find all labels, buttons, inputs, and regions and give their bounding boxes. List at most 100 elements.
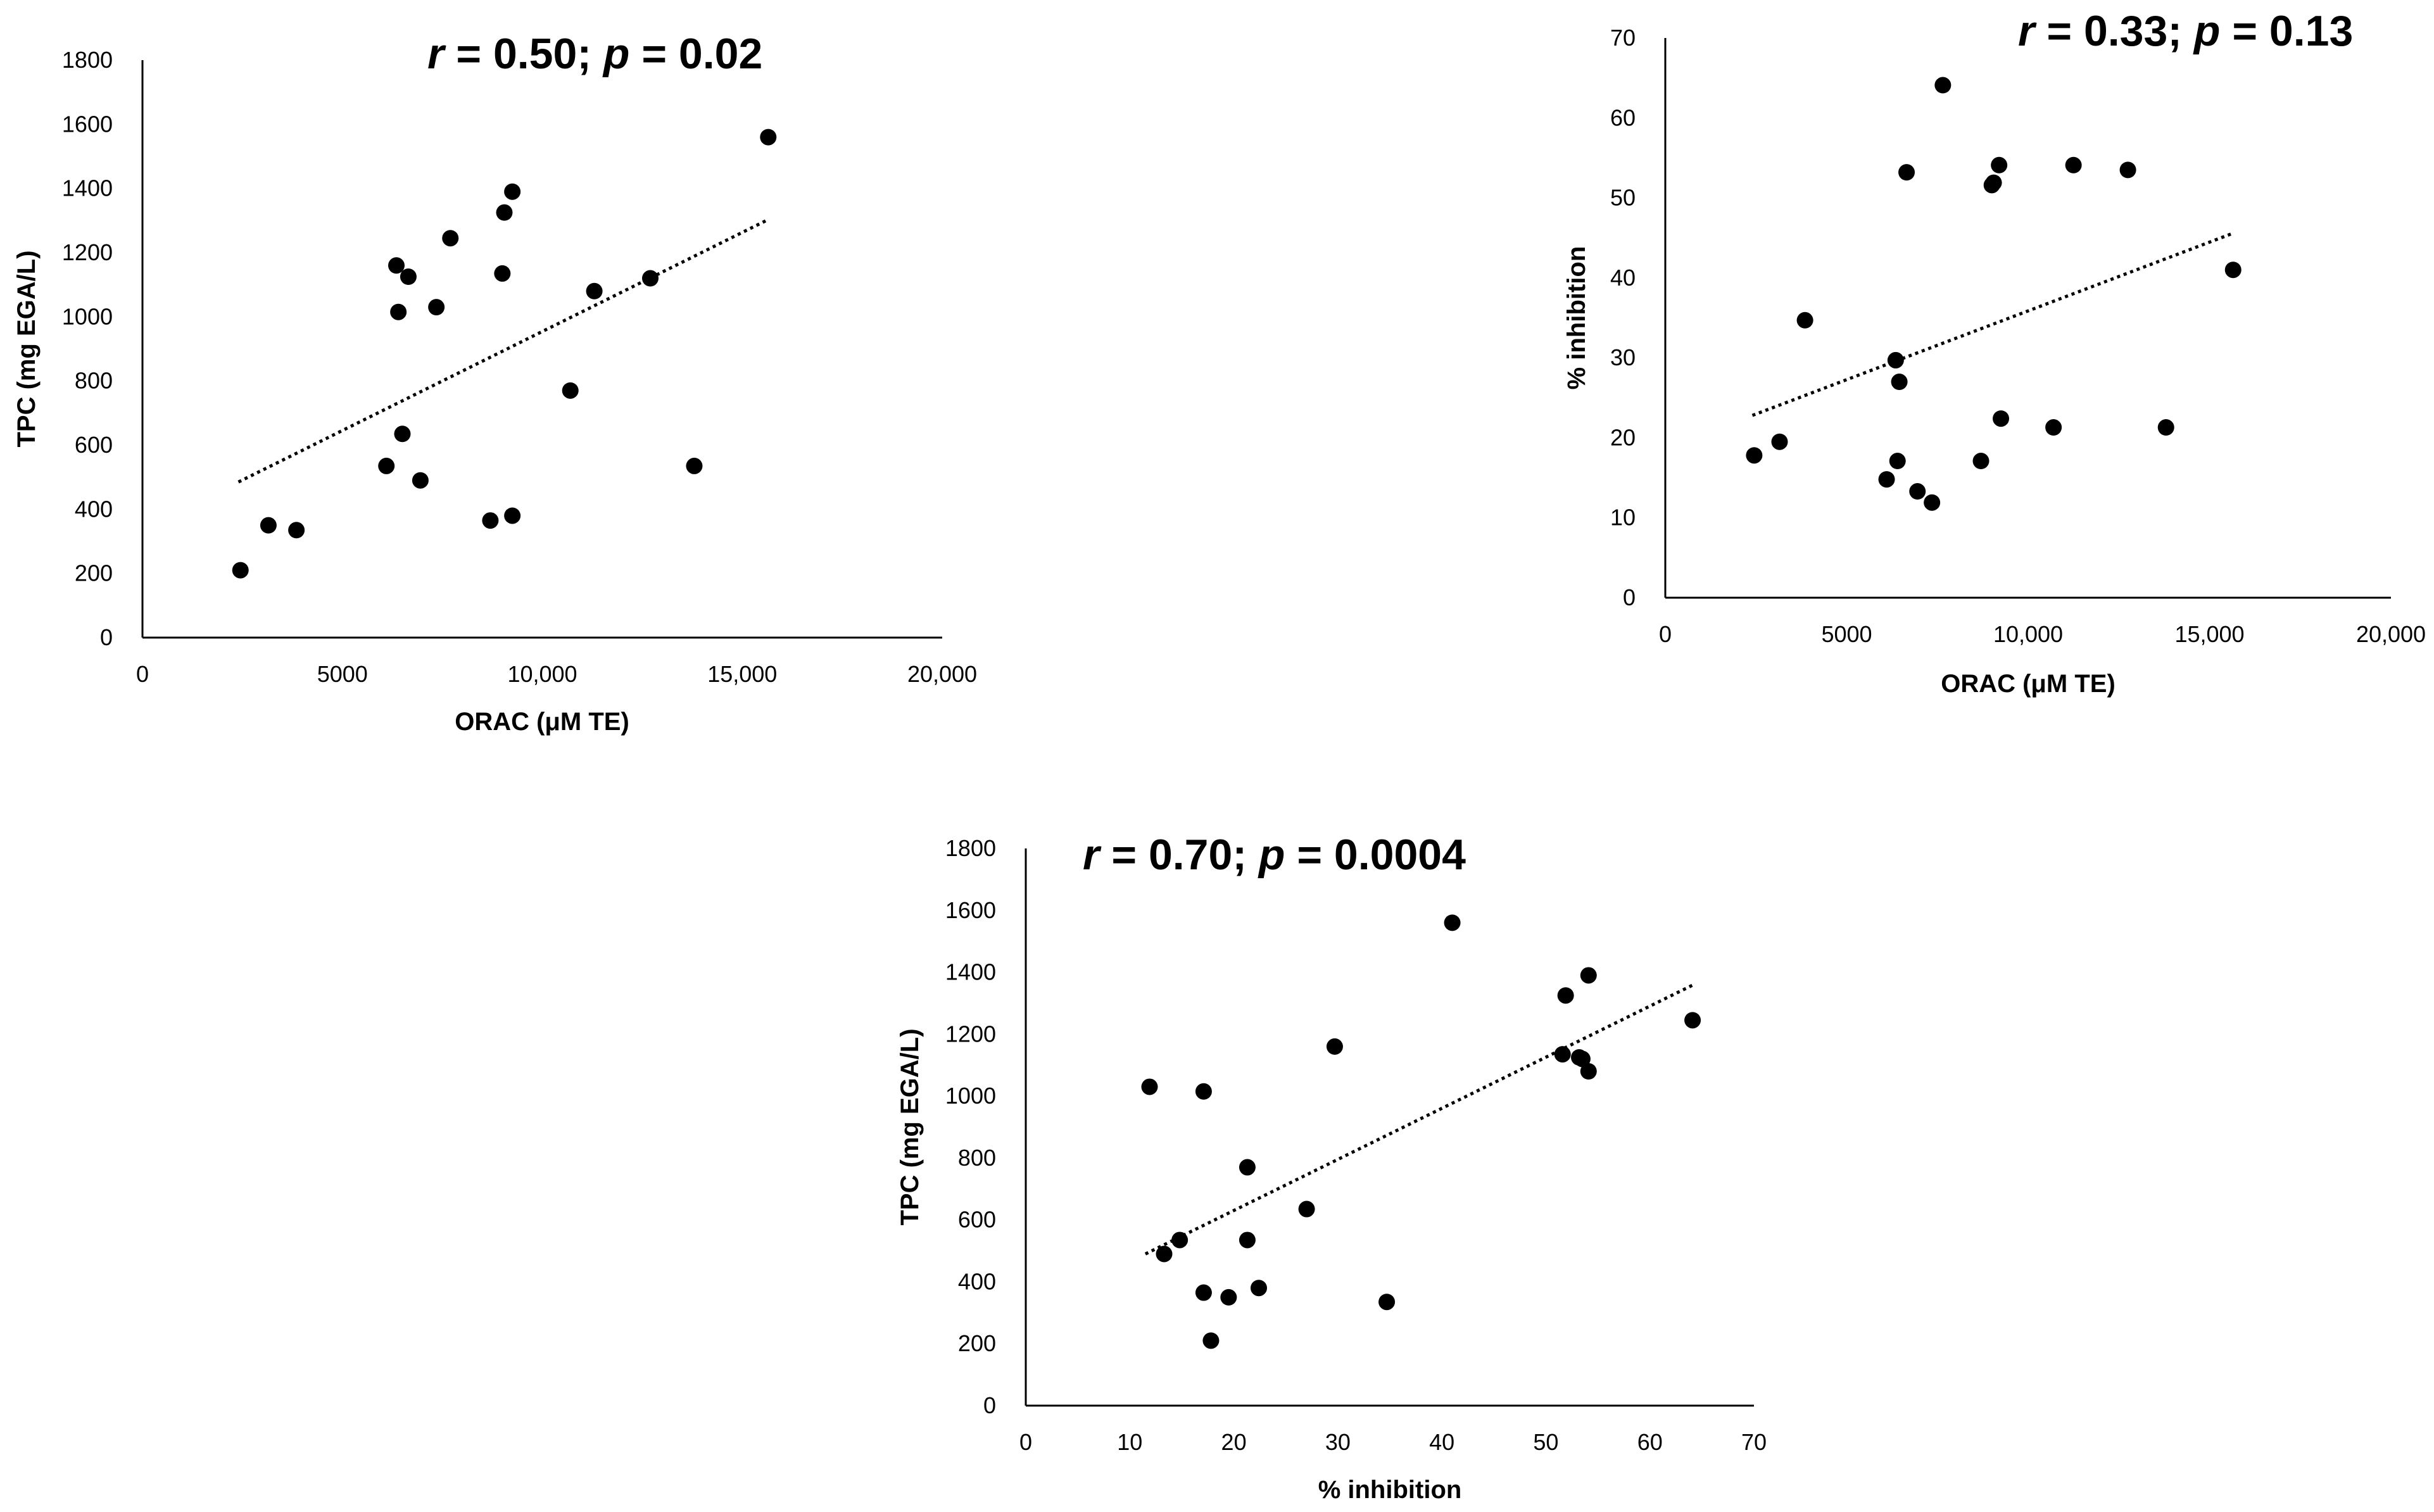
y-tick-label: 20 [1610,424,1636,450]
y-tick-label: 1000 [945,1083,996,1109]
x-tick-label: 5000 [317,661,368,687]
y-axis-label: % inhibition [1563,246,1591,390]
y-tick-label: 50 [1610,185,1636,211]
data-point [2157,419,2174,436]
y-tick-label: 0 [100,624,113,650]
x-tick-label: 5000 [1821,621,1872,647]
x-axis-label: ORAC (μM TE) [1941,670,2116,698]
data-point [2119,161,2136,179]
data-point [412,472,429,489]
data-point [686,457,703,474]
x-tick-label: 20,000 [907,661,977,687]
y-axis-label: TPC (mg EGA/L) [896,1028,924,1225]
data-point [1220,1288,1237,1306]
y-tick-label: 0 [983,1392,996,1418]
y-tick-label: 800 [75,368,113,394]
data-point [1991,156,2008,173]
data-point [1171,1232,1189,1249]
data-point [1580,1063,1597,1080]
data-point [760,129,777,146]
y-tick-label: 1200 [945,1021,996,1047]
data-point [232,562,249,579]
data-point [400,268,417,285]
y-tick-label: 1400 [945,959,996,985]
chart-tpc-vs-inhibition: r = 0.70; p = 0.0004 % inhibition TPC (m… [896,831,1767,1504]
y-tick-label: 1600 [945,897,996,923]
y-tick-label: 40 [1610,265,1636,291]
data-point [1195,1083,1212,1100]
data-points [232,129,777,579]
data-point [1887,351,1904,369]
data-point [1378,1294,1396,1311]
x-tick-label: 15,000 [707,661,777,687]
x-tick-label: 40 [1429,1429,1454,1455]
data-point [378,457,395,474]
data-point [1580,967,1597,984]
data-point [1156,1245,1173,1263]
x-axis-label: ORAC (μM TE) [455,708,629,736]
data-point [1684,1012,1701,1029]
data-point [390,303,407,320]
data-point [2065,156,2082,173]
y-tick-label: 70 [1610,25,1636,51]
trendline [1751,232,2232,417]
data-point [394,425,411,443]
chart-tpc-vs-orac: r = 0.50; p = 0.02 ORAC (μM TE) TPC (mg … [13,30,977,736]
data-point [1889,453,1906,470]
y-tick-label: 800 [958,1145,996,1171]
trendline [1144,983,1694,1256]
tick-labels: 0 10 20 30 40 50 60 70 0 200 400 600 800 1000 1200 1400… [945,835,1767,1455]
data-point [1444,914,1461,931]
y-tick-label: 200 [75,560,113,586]
y-tick-label: 600 [958,1207,996,1233]
x-tick-label: 20,000 [2356,621,2426,647]
data-point [288,522,305,539]
data-point [1746,447,1763,464]
tick-labels: 0 5000 10,000 15,000 20,000 0 10 20 30 40 50 60 70 [1610,25,2426,647]
data-point [388,257,405,274]
x-tick-label: 50 [1533,1429,1558,1455]
data-point [2224,261,2242,279]
data-points [1746,77,2242,511]
data-point [494,265,511,282]
y-tick-label: 1600 [62,111,113,137]
y-tick-label: 60 [1610,104,1636,130]
y-tick-label: 10 [1610,505,1636,531]
x-tick-label: 15,000 [2174,621,2244,647]
y-tick-label: 400 [75,496,113,522]
y-tick-label: 1000 [62,303,113,329]
data-point [1934,77,1952,94]
data-point [1554,1046,1571,1063]
data-point [642,270,659,287]
y-axis-label: TPC (mg EGA/L) [13,250,41,447]
data-point [504,507,521,524]
x-tick-label: 0 [1019,1429,1032,1455]
data-point [1298,1200,1315,1218]
x-tick-label: 30 [1325,1429,1351,1455]
data-point [1573,1050,1591,1068]
y-tick-label: 1800 [62,47,113,73]
tick-labels: 0 5000 10,000 15,000 20,000 0 200 400 600 800 1000… [62,47,977,687]
data-point [1878,471,1895,488]
data-point [1141,1078,1158,1095]
x-tick-label: 10,000 [1993,621,2063,647]
data-point [504,183,521,200]
data-point [260,517,277,534]
data-point [586,282,603,299]
y-tick-label: 30 [1610,344,1636,370]
data-point [428,299,445,316]
data-point [1195,1284,1212,1301]
x-tick-label: 0 [136,661,149,687]
data-point [1326,1038,1343,1055]
data-point [2045,419,2062,436]
y-tick-label: 1800 [945,835,996,861]
data-point [1202,1332,1220,1349]
y-tick-label: 200 [958,1330,996,1356]
data-point [562,382,579,399]
trendline [237,219,767,484]
data-point [442,230,459,247]
data-point [1796,312,1813,329]
data-point [1972,453,1989,470]
x-tick-label: 20 [1221,1429,1247,1455]
